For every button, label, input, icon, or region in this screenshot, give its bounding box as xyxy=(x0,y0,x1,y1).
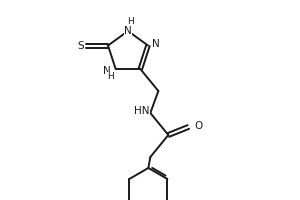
Text: N: N xyxy=(103,66,111,76)
Text: S: S xyxy=(78,41,84,51)
Text: H: H xyxy=(127,17,134,26)
Text: N: N xyxy=(124,26,132,36)
Text: H: H xyxy=(107,72,114,81)
Text: N: N xyxy=(152,39,160,49)
Text: HN: HN xyxy=(134,106,149,116)
Text: O: O xyxy=(194,121,202,131)
